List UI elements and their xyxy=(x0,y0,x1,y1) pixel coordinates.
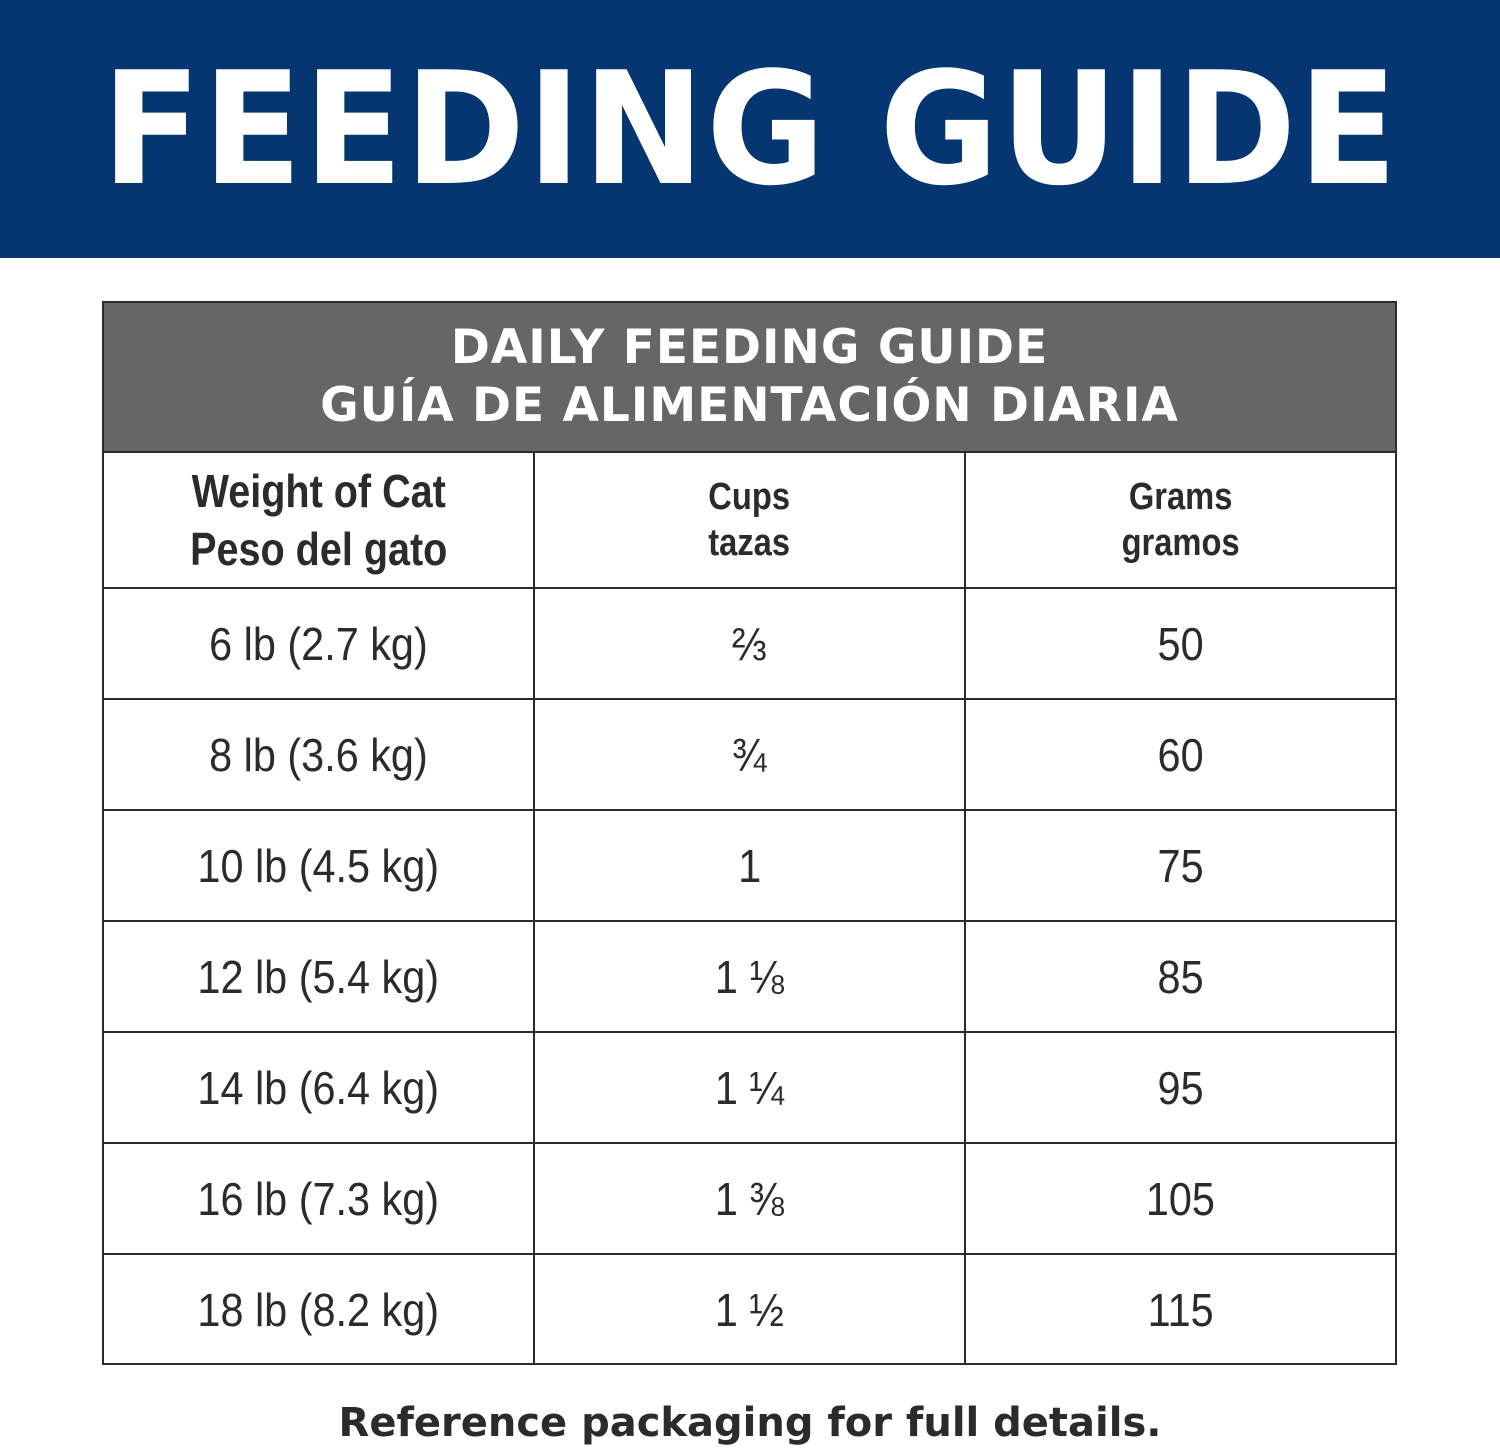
grams-cell: 115 xyxy=(963,1253,1395,1365)
column-header-label-es: tazas xyxy=(708,522,791,564)
table-title: DAILY FEEDING GUIDE GUÍA DE ALIMENTACIÓN… xyxy=(104,303,1395,453)
cups-value: 1 ⅜ xyxy=(714,1172,785,1225)
column-header-cups: Cups tazas xyxy=(563,452,936,589)
title-banner: FEEDING GUIDE xyxy=(0,0,1500,258)
grams-value: 60 xyxy=(1157,728,1204,781)
weight-value: 14 lb (6.4 kg) xyxy=(197,1061,440,1114)
column-header-label-es: Peso del gato xyxy=(190,523,448,575)
weight-cell: 6 lb (2.7 kg) xyxy=(104,587,536,700)
grams-value: 115 xyxy=(1147,1284,1214,1336)
weight-value: 16 lb (7.3 kg) xyxy=(197,1172,440,1225)
weight-value: 6 lb (2.7 kg) xyxy=(209,617,428,670)
feeding-table-container: DAILY FEEDING GUIDE GUÍA DE ALIMENTACIÓN… xyxy=(102,301,1397,1365)
table-body: Weight of Cat Peso del gato Cups tazas G… xyxy=(104,452,1395,1365)
grams-value: 75 xyxy=(1157,839,1204,892)
grams-value: 85 xyxy=(1157,950,1204,1003)
table-title-english: DAILY FEEDING GUIDE xyxy=(450,320,1049,375)
weight-cell: 18 lb (8.2 kg) xyxy=(104,1253,536,1365)
column-header-row: Weight of Cat Peso del gato Cups tazas G… xyxy=(104,452,1395,589)
feeding-table: DAILY FEEDING GUIDE GUÍA DE ALIMENTACIÓN… xyxy=(104,303,1395,1365)
table-title-row: DAILY FEEDING GUIDE GUÍA DE ALIMENTACIÓN… xyxy=(104,303,1395,453)
grams-cell: 85 xyxy=(963,920,1395,1033)
cups-cell: 1 ⅛ xyxy=(533,920,966,1033)
grams-cell: 60 xyxy=(963,698,1395,811)
table-title-spanish: GUÍA DE ALIMENTACIÓN DIARIA xyxy=(320,378,1179,433)
table-row: 8 lb (3.6 kg) ¾ 60 xyxy=(104,698,1395,811)
column-header-label: Weight of Cat xyxy=(191,465,446,517)
cups-value: ⅔ xyxy=(732,617,767,670)
cups-cell: ¾ xyxy=(533,698,966,811)
weight-cell: 14 lb (6.4 kg) xyxy=(104,1031,536,1144)
weight-value: 10 lb (4.5 kg) xyxy=(197,839,440,892)
cups-cell: 1 ⅜ xyxy=(533,1142,966,1255)
table-row: 10 lb (4.5 kg) 1 75 xyxy=(104,809,1395,922)
cups-value: 1 ½ xyxy=(714,1284,785,1336)
cups-value: 1 ¼ xyxy=(714,1061,785,1114)
weight-cell: 12 lb (5.4 kg) xyxy=(104,920,536,1033)
column-header-label: Grams xyxy=(1128,476,1233,518)
weight-cell: 10 lb (4.5 kg) xyxy=(104,809,536,922)
column-header-label: Cups xyxy=(708,476,791,518)
column-header-grams: Grams gramos xyxy=(993,452,1365,589)
grams-value: 50 xyxy=(1157,617,1204,670)
grams-cell: 75 xyxy=(963,809,1395,922)
cups-cell: 1 ½ xyxy=(533,1253,966,1365)
footer-note: Reference packaging for full details. xyxy=(338,1400,1162,1446)
table-row: 16 lb (7.3 kg) 1 ⅜ 105 xyxy=(104,1142,1395,1255)
cups-value: 1 ⅛ xyxy=(714,950,785,1003)
cups-cell: 1 xyxy=(533,809,966,922)
grams-value: 95 xyxy=(1157,1061,1204,1114)
grams-value: 105 xyxy=(1145,1172,1215,1225)
table-row: 6 lb (2.7 kg) ⅔ 50 xyxy=(104,587,1395,700)
column-header-label-es: gramos xyxy=(1121,522,1240,564)
table-row: 14 lb (6.4 kg) 1 ¼ 95 xyxy=(104,1031,1395,1144)
weight-cell: 8 lb (3.6 kg) xyxy=(104,698,536,811)
weight-value: 12 lb (5.4 kg) xyxy=(197,950,440,1003)
weight-cell: 16 lb (7.3 kg) xyxy=(104,1142,536,1255)
weight-value: 18 lb (8.2 kg) xyxy=(197,1284,440,1336)
column-header-weight: Weight of Cat Peso del gato xyxy=(134,452,506,589)
cups-value: ¾ xyxy=(732,728,767,781)
grams-cell: 95 xyxy=(963,1031,1395,1144)
cups-cell: ⅔ xyxy=(533,587,966,700)
grams-cell: 50 xyxy=(963,587,1395,700)
banner-title: FEEDING GUIDE xyxy=(101,38,1399,220)
table-row: 18 lb (8.2 kg) 1 ½ 115 xyxy=(104,1253,1395,1365)
grams-cell: 105 xyxy=(963,1142,1395,1255)
cups-value: 1 xyxy=(737,839,762,892)
cups-cell: 1 ¼ xyxy=(533,1031,966,1144)
table-row: 12 lb (5.4 kg) 1 ⅛ 85 xyxy=(104,920,1395,1033)
weight-value: 8 lb (3.6 kg) xyxy=(209,728,428,781)
